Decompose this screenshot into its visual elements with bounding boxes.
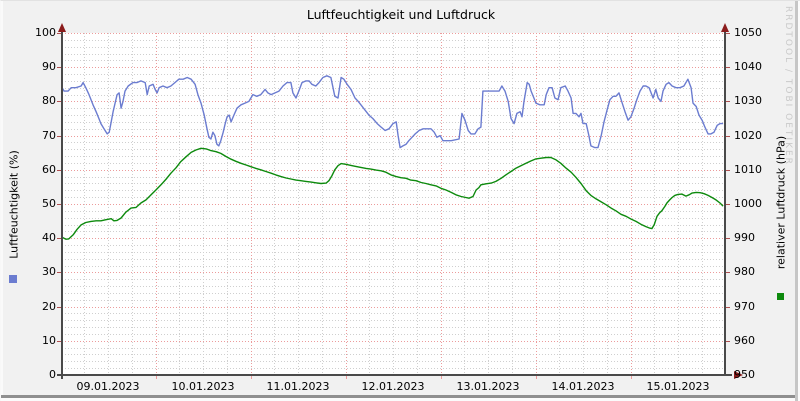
x-axis-date-label: 10.01.2023 bbox=[171, 380, 235, 393]
left-axis-tick-label: 100 bbox=[35, 26, 56, 39]
right-axis-tick-label: 1030 bbox=[734, 94, 762, 108]
x-axis-date-label: 14.01.2023 bbox=[551, 380, 615, 393]
bottom-edge-shadow bbox=[1, 395, 800, 398]
left-axis-tick-label: 0 bbox=[49, 368, 56, 381]
left-axis-tick-label: 90 bbox=[42, 60, 56, 74]
right-axis-tick-label: 1050 bbox=[734, 26, 762, 39]
right-axis-tick-label: 950 bbox=[734, 368, 755, 381]
x-axis-date-label: 11.01.2023 bbox=[266, 380, 330, 393]
right-edge-shadow bbox=[795, 1, 798, 401]
right-axis-tick-label: 1000 bbox=[734, 197, 762, 210]
left-axis-tick-label: 50 bbox=[42, 197, 56, 210]
pressure-legend-marker bbox=[777, 293, 784, 300]
left-axis-tick-label: 70 bbox=[42, 128, 56, 142]
right-axis-tick-label: 970 bbox=[734, 299, 755, 313]
left-axis-tick-label: 40 bbox=[42, 231, 56, 245]
humidity-legend-marker bbox=[9, 275, 17, 283]
x-axis-date-label: 09.01.2023 bbox=[76, 380, 140, 393]
left-axis-tick-label: 30 bbox=[42, 265, 56, 279]
right-axis-tick-label: 1040 bbox=[734, 60, 762, 74]
left-axis-tick-label: 60 bbox=[42, 162, 56, 176]
x-axis-date-label: 15.01.2023 bbox=[646, 380, 710, 393]
right-axis-tick-label: 990 bbox=[734, 231, 755, 245]
x-axis-date-label: 13.01.2023 bbox=[456, 380, 520, 393]
right-axis-tick-label: 1020 bbox=[734, 128, 762, 142]
x-axis-date-label: 12.01.2023 bbox=[361, 380, 425, 393]
rrdtool-watermark: RRDTOOL / TOBI OETIKER bbox=[783, 6, 793, 166]
chart-title: Luftfeuchtigkeit und Luftdruck bbox=[306, 7, 496, 22]
right-axis-tick-label: 1010 bbox=[734, 162, 762, 176]
right-edge-highlight bbox=[798, 1, 800, 401]
left-axis-tick-label: 80 bbox=[42, 94, 56, 108]
left-axis-label: Luftfeuchtigkeit (%) bbox=[7, 150, 21, 259]
right-axis-tick-label: 980 bbox=[734, 265, 755, 279]
right-axis-tick-label: 960 bbox=[734, 333, 755, 347]
left-axis-tick-label: 20 bbox=[42, 299, 56, 313]
left-axis-tick-label: 10 bbox=[42, 333, 56, 347]
left-edge-highlight bbox=[1, 1, 3, 395]
